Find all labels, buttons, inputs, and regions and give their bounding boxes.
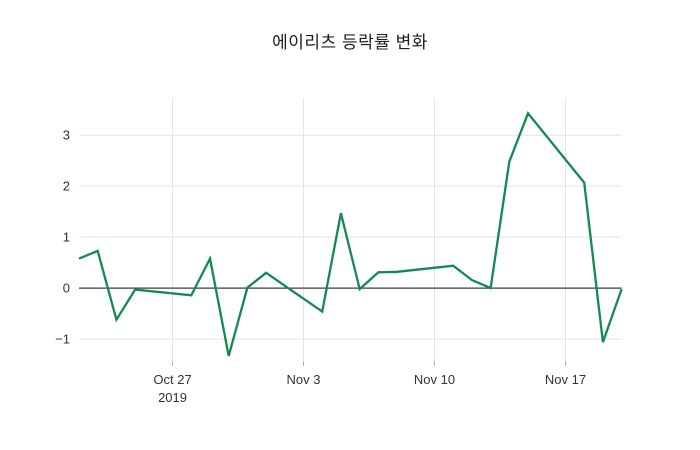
x-tick-label: Nov 17 bbox=[545, 372, 586, 387]
y-tick-label: 3 bbox=[63, 128, 70, 143]
x-tick-year-label: 2019 bbox=[158, 390, 187, 405]
x-axis-tick-marks bbox=[172, 361, 566, 366]
y-tick-label: 0 bbox=[63, 281, 70, 296]
price-change-line bbox=[78, 111, 623, 357]
y-tick-label: 2 bbox=[63, 179, 70, 194]
y-axis-labels: 3 2 1 0 −1 bbox=[55, 128, 70, 347]
x-tick-label: Oct 27 bbox=[153, 372, 191, 387]
x-axis-labels: Oct 27 2019 Nov 3 Nov 10 Nov 17 bbox=[153, 372, 586, 405]
y-tick-label: 1 bbox=[63, 230, 70, 245]
data-series bbox=[78, 111, 623, 357]
x-tick-label: Nov 10 bbox=[414, 372, 455, 387]
chart-title: 에이리츠 등락률 변화 bbox=[272, 33, 428, 52]
horizontal-gridlines bbox=[79, 134, 622, 340]
y-tick-label: −1 bbox=[55, 332, 70, 347]
vertical-gridlines bbox=[172, 98, 566, 361]
x-tick-label: Nov 3 bbox=[287, 372, 321, 387]
